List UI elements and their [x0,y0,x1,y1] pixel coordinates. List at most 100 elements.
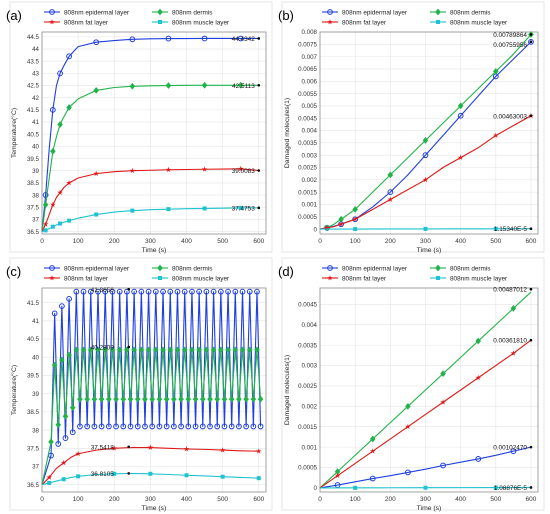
data-point [80,288,87,295]
data-point [109,288,116,295]
x-tick-label: 600 [253,496,264,503]
data-point [254,288,260,295]
annotation-label: 0.00789864 [493,32,527,39]
data-point [457,112,464,119]
data-point [239,288,246,295]
legend-entry: 808nm dermis [172,265,213,272]
annotation-label: 0.00755956 [493,42,527,49]
y-tick-label: 38.5 [27,409,40,416]
annotation-dot [529,338,533,342]
data-point [189,288,195,295]
data-point [62,435,69,441]
data-point [91,423,98,430]
data-point [93,87,99,94]
data-point [149,423,156,430]
data-point [111,445,118,451]
data-point [170,423,177,430]
data-point [192,423,199,430]
panel-label: (d) [278,264,294,279]
legend-entry: 808nm fat layer [64,19,109,26]
y-tick-label: 0.005 [302,103,318,110]
data-point [239,346,246,354]
data-point [236,423,242,430]
panel-frame [9,257,273,511]
data-point [102,288,109,295]
data-point [440,399,446,405]
x-tick-label: 0 [40,238,44,245]
data-point [237,35,244,42]
legend-entry: 808nm fat layer [64,275,109,282]
data-point [98,395,105,403]
legend-entry: 808nm muscle layer [172,275,230,282]
data-point [202,206,207,211]
data-point [91,395,98,403]
y-tick-label: 0.0005 [298,465,317,472]
annotation-dot [529,33,533,36]
data-point [192,395,199,403]
legend-marker [157,264,163,272]
x-tick-label: 600 [253,238,264,245]
panel-frame [281,257,545,511]
y-tick-label: 41 [32,119,39,126]
x-tick-label: 500 [490,238,501,245]
data-point [106,395,112,403]
y-tick-label: 0.008 [302,29,318,36]
data-point [46,474,53,480]
annotation-label: 40.2809 [91,344,115,351]
data-point [165,166,172,173]
data-point [163,395,170,403]
legend-entry: 808nm dermis [172,9,213,16]
series-line [41,291,262,485]
y-tick-label: 41 [32,318,39,325]
data-point [185,423,192,430]
data-point [77,423,83,430]
data-point [112,471,117,476]
annotation-label: 37.5418 [91,444,115,451]
x-tick-label: 400 [455,496,466,503]
legend-marker [327,9,333,15]
legend-marker [436,20,440,24]
data-point [109,346,116,354]
data-point [62,412,69,420]
data-point [171,395,177,403]
y-tick-label: 38.5 [27,180,40,187]
y-tick-label: 0.0015 [298,424,317,431]
chart-panel: 0 100 200 300 400 500 600 36.5 37 37.5 38 38.5 39 39.… [6,1,273,254]
data-point [217,288,224,295]
y-tick-label: 0.0035 [298,342,317,349]
data-point [43,228,48,233]
axes-box [41,287,267,493]
data-point [145,346,152,354]
data-point [58,303,65,310]
data-point [134,395,141,403]
chart-panel: 0 100 200 300 400 500 600 36.5 37 37.5 38 38.5 39 39.… [6,257,273,512]
data-point [178,395,184,403]
y-tick-label: 39.5 [27,373,40,380]
x-tick-label: 500 [217,496,228,503]
data-point [129,167,136,174]
data-point [493,485,498,490]
data-point [69,404,76,412]
legend-marker [327,265,333,271]
data-point [203,346,210,354]
data-point [221,395,228,403]
y-tick-label: 40.5 [27,336,40,343]
series-line [41,349,262,485]
legend-marker [436,276,440,280]
x-tick-label: 400 [181,238,192,245]
x-tick-label: 300 [420,496,431,503]
data-point [69,429,76,436]
data-point [131,346,137,354]
data-point [457,102,464,110]
y-tick-label: 39 [32,168,39,175]
data-point [142,395,148,403]
data-point [73,346,80,354]
data-point [93,170,100,177]
data-point [369,435,376,443]
data-point [189,346,195,354]
data-point [47,480,52,485]
data-point [167,346,174,354]
data-point [84,395,90,403]
data-point [166,207,171,212]
